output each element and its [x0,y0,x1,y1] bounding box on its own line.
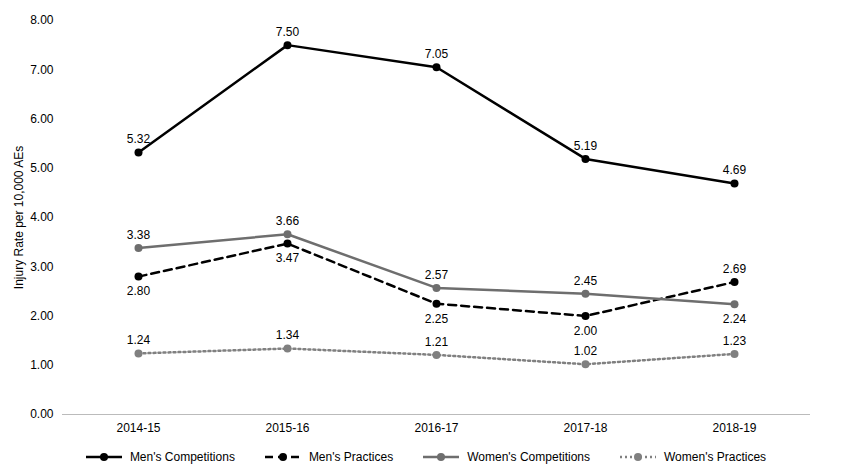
svg-text:8.00: 8.00 [30,13,54,27]
svg-text:2.24: 2.24 [723,312,747,326]
svg-text:0.00: 0.00 [30,407,54,421]
svg-text:2014-15: 2014-15 [116,421,160,435]
svg-text:4.00: 4.00 [30,210,54,224]
html-text:Men's Competitions: Men's Competitions [129,450,235,464]
svg-text:2016-17: 2016-17 [414,421,458,435]
svg-text:1.21: 1.21 [425,335,449,349]
svg-text:6.00: 6.00 [30,112,54,126]
svg-text:2015-16: 2015-16 [265,421,309,435]
html-text:Women's Competitions: Women's Competitions [467,450,590,464]
svg-text:2.00: 2.00 [30,309,54,323]
svg-text:2.25: 2.25 [425,312,449,326]
svg-text:Injury Rate per 10,000 AEs: Injury Rate per 10,000 AEs [12,146,26,289]
svg-text:1.24: 1.24 [127,333,151,347]
svg-text:2.57: 2.57 [425,268,449,282]
svg-text:3.47: 3.47 [276,251,300,265]
svg-text:1.02: 1.02 [574,344,598,358]
svg-text:2.69: 2.69 [723,262,747,276]
svg-text:2.80: 2.80 [127,284,151,298]
svg-text:5.00: 5.00 [30,161,54,175]
svg-text:1.34: 1.34 [276,328,300,342]
svg-text:7.05: 7.05 [425,47,449,61]
svg-text:2017-18: 2017-18 [563,421,607,435]
html-text:Men's Practices: Men's Practices [308,450,394,464]
svg-text:3.66: 3.66 [276,214,300,228]
svg-text:3.38: 3.38 [127,228,151,242]
svg-text:5.19: 5.19 [574,139,598,153]
svg-text:4.69: 4.69 [723,163,747,177]
html-text:Women's Practices: Women's Practices [664,450,767,464]
svg-text:1.00: 1.00 [30,358,54,372]
svg-text:7.50: 7.50 [276,25,300,39]
svg-text:2018-19: 2018-19 [712,421,756,435]
svg-text:5.32: 5.32 [127,132,151,146]
svg-text:1.23: 1.23 [723,334,747,348]
svg-text:7.00: 7.00 [30,63,54,77]
svg-text:3.00: 3.00 [30,260,54,274]
svg-text:2.45: 2.45 [574,274,598,288]
svg-text:2.00: 2.00 [574,324,598,338]
